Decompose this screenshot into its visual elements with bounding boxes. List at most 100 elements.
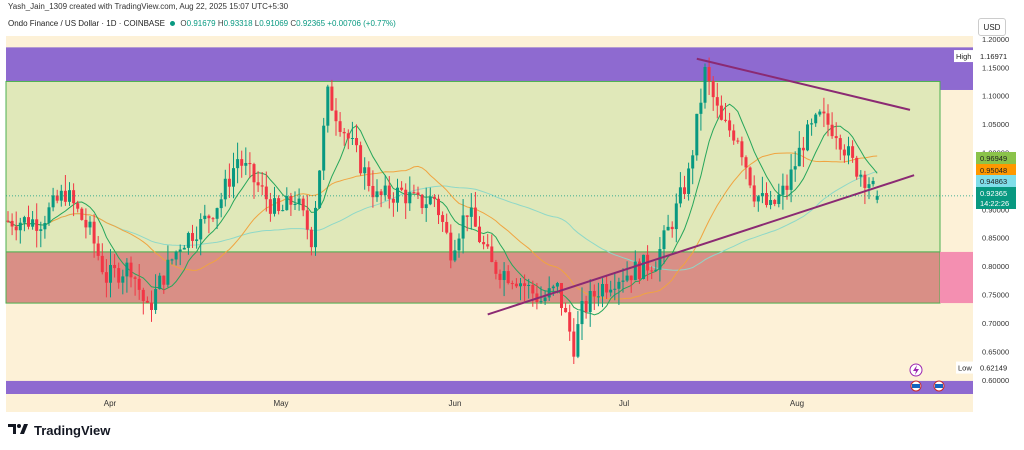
ohlc-close-value: 0.92365 xyxy=(296,19,326,28)
candle-body xyxy=(125,262,129,277)
ohlc-open-key: O xyxy=(180,19,187,28)
candle-body xyxy=(428,196,432,205)
candle-body xyxy=(695,113,699,156)
candle-body xyxy=(383,185,387,196)
candle-body xyxy=(719,105,723,120)
candle-body xyxy=(342,131,346,134)
candle-body xyxy=(264,186,268,200)
candle-body xyxy=(174,251,178,260)
candle-body xyxy=(47,207,51,224)
tradingview-watermark[interactable]: TradingView xyxy=(8,422,110,439)
candle-body xyxy=(10,220,14,227)
candle-body xyxy=(22,217,26,223)
candle-body xyxy=(305,210,309,230)
candle-body xyxy=(338,121,342,132)
candle-body xyxy=(96,243,100,256)
candle-body xyxy=(350,138,354,140)
symbol-legend[interactable]: Ondo Finance / US Dollar · 1D · COINBASE… xyxy=(8,19,396,28)
countdown-tag-box xyxy=(976,197,1016,209)
candle-body xyxy=(113,264,117,269)
candle-body xyxy=(637,261,641,279)
candle-body xyxy=(150,302,153,310)
candle-body xyxy=(424,204,428,209)
candle-body xyxy=(781,185,785,195)
candle-body xyxy=(621,280,625,282)
ohlc-close-key: C xyxy=(290,19,297,28)
candle-body xyxy=(830,124,834,137)
y-axis-tick-label: 0.65000 xyxy=(982,347,1009,356)
candle-body xyxy=(326,86,330,126)
us-flag-stripes-2 xyxy=(935,384,943,388)
candle-body xyxy=(662,230,666,250)
candle-body xyxy=(625,275,629,281)
candle-body xyxy=(691,155,695,169)
countdown-tag-text: 14:22:26 xyxy=(980,199,1009,208)
candle-body xyxy=(39,229,43,231)
candle-body xyxy=(375,191,379,198)
ohlc-low-key: L xyxy=(254,19,260,28)
candle-body xyxy=(785,185,789,190)
candle-body xyxy=(724,119,727,121)
candle-body xyxy=(531,284,535,294)
candle-body xyxy=(601,283,604,297)
candle-body xyxy=(314,207,317,248)
candle-body xyxy=(498,273,502,281)
descending-trendline xyxy=(696,57,911,111)
candle-body xyxy=(449,232,453,261)
candle-body xyxy=(822,111,826,114)
candle-body xyxy=(613,288,617,290)
candle-body xyxy=(760,193,764,197)
candle-body xyxy=(43,223,47,230)
candle-body xyxy=(63,190,67,202)
candle-body xyxy=(277,198,281,211)
candle-body xyxy=(465,215,469,217)
candle-body xyxy=(777,194,781,205)
candle-body xyxy=(699,102,703,114)
candle-body xyxy=(219,199,223,209)
candle-body xyxy=(199,219,203,240)
demand-zone-red xyxy=(5,251,941,304)
candle-body xyxy=(769,199,773,206)
candle-body xyxy=(18,222,22,231)
candle-body xyxy=(711,81,715,98)
candle-body xyxy=(92,221,96,244)
y-axis-tick-label: 1.15000 xyxy=(982,63,1009,72)
candle-body xyxy=(59,190,63,201)
candle-body xyxy=(432,196,436,199)
moving-average-slow-line xyxy=(7,152,878,300)
candle-body xyxy=(826,113,830,125)
candle-body xyxy=(104,272,108,283)
candle-body xyxy=(141,289,145,301)
lightning-icon xyxy=(913,365,919,375)
candle-body xyxy=(195,239,199,241)
candle-body xyxy=(502,271,506,281)
candle-body xyxy=(133,277,137,279)
candle-body xyxy=(572,331,576,357)
candle-body xyxy=(244,163,248,166)
currency-button[interactable]: USD xyxy=(978,18,1006,36)
candle-body xyxy=(109,264,112,283)
candle-body xyxy=(80,208,84,220)
candle-body xyxy=(551,286,555,289)
range-zone-green xyxy=(5,80,941,253)
candle-body xyxy=(564,307,568,313)
candle-body xyxy=(260,185,264,187)
candle-body xyxy=(851,146,855,158)
candle-body xyxy=(875,195,879,200)
candle-body xyxy=(490,246,494,263)
low-label-box xyxy=(956,361,976,374)
candle-body xyxy=(523,283,527,286)
candle-body xyxy=(642,254,645,279)
candle-body xyxy=(510,283,514,285)
candle-body xyxy=(227,178,231,187)
candle-body xyxy=(728,120,732,131)
market-status-icon xyxy=(170,21,176,27)
candle-body xyxy=(293,204,297,206)
candle-body xyxy=(707,67,711,82)
candle-body xyxy=(560,283,563,308)
candle-body xyxy=(248,163,252,165)
y-axis-tick-label: 1.10000 xyxy=(982,92,1009,101)
ma-long-price-tag-text: 0.94863 xyxy=(980,177,1007,186)
candle-body xyxy=(145,300,149,303)
